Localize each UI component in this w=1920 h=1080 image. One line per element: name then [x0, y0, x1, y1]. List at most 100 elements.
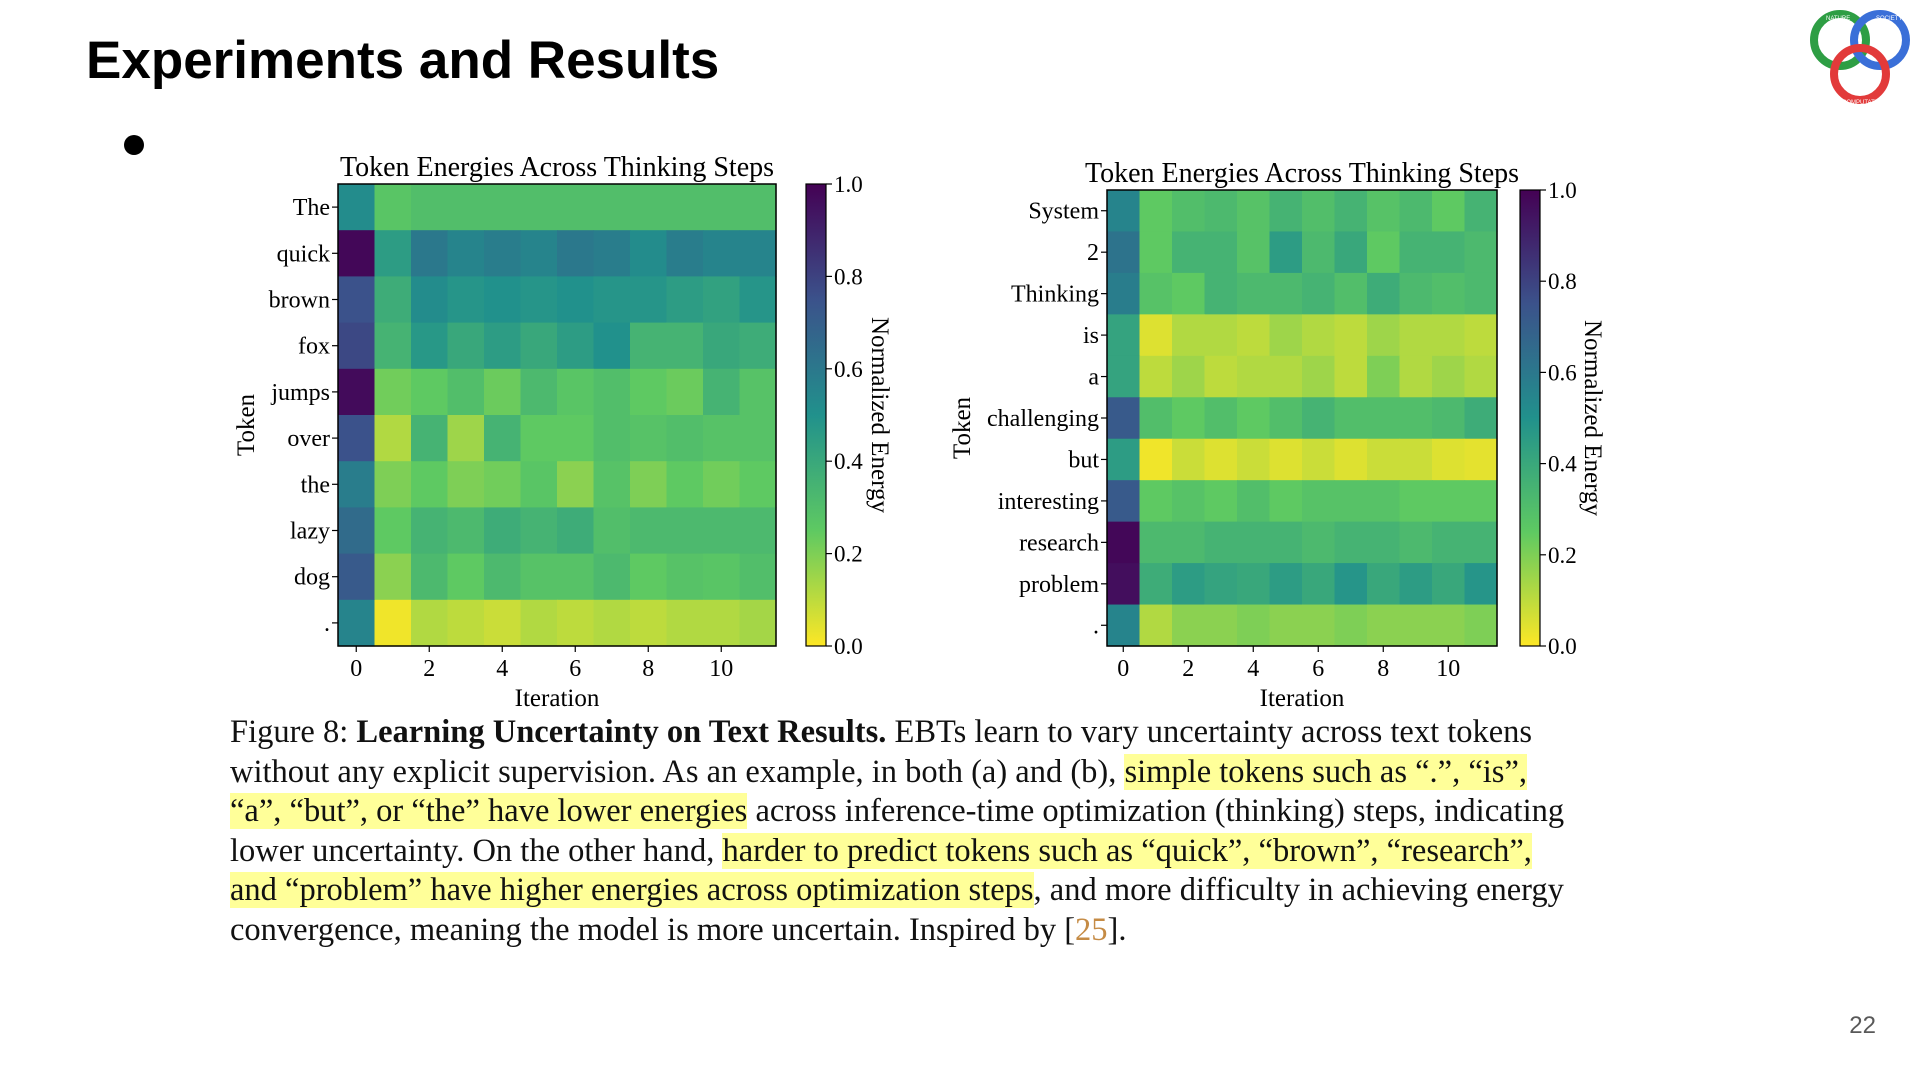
- heatmap-1-cell: [666, 276, 704, 324]
- heatmap-1-cell: [447, 415, 485, 462]
- heatmap-1-colorbar: [805, 183, 827, 647]
- heatmap-2-cell: [1399, 397, 1433, 440]
- heatmap-1-cell: [593, 322, 631, 370]
- heatmap-2-cell: [1334, 604, 1368, 647]
- heatmap-2-cell: [1302, 272, 1336, 315]
- heatmap-1-cell: [374, 230, 412, 277]
- heatmap-1-token-label: jumps: [270, 380, 330, 406]
- heatmap-1-cell: [557, 230, 595, 277]
- heatmap-1-cell: [484, 553, 522, 601]
- heatmap-1-cell: [666, 368, 704, 416]
- heatmap-1-cell: [557, 368, 595, 416]
- heatmap-2-cell: [1464, 190, 1498, 233]
- heatmap-1-cell: [447, 276, 485, 324]
- heatmap-2-cell: [1367, 355, 1401, 398]
- heatmap-1-token-label: over: [287, 426, 330, 452]
- heatmap-1-cell: [666, 461, 704, 508]
- heatmap-2-x-axis-label: Iteration: [1260, 685, 1345, 712]
- heatmap-2-cell: [1334, 190, 1368, 233]
- heatmap-2-cell: [1172, 314, 1206, 357]
- heatmap-2-cell: [1302, 355, 1336, 398]
- heatmap-2-cell: [1107, 355, 1141, 398]
- heatmap-2-cell: [1269, 190, 1303, 233]
- heatmap-2-cell: [1367, 231, 1401, 274]
- heatmap-2-cell: [1432, 314, 1466, 357]
- heatmap-2-cell: [1302, 604, 1336, 647]
- caption-reference-link[interactable]: 25: [1075, 911, 1108, 948]
- heatmap-2-cell: [1269, 355, 1303, 398]
- heatmap-1-cell: [666, 230, 704, 277]
- heatmap-2-cell: [1464, 563, 1498, 606]
- heatmap-2-cell: [1432, 604, 1466, 647]
- heatmap-1-cell: [666, 184, 704, 231]
- heatmap-1-cell: [703, 507, 741, 555]
- heatmap-2-cell: [1302, 480, 1336, 523]
- heatmap-2-y-axis-label: Token: [949, 396, 976, 459]
- heatmap-2-cell: [1432, 563, 1466, 606]
- heatmap-1-x-tick-label: 2: [423, 656, 435, 682]
- heatmap-1-cell: [520, 184, 558, 231]
- heatmap-2-cell: [1334, 314, 1368, 357]
- heatmap-1-cell: [520, 461, 558, 508]
- heatmap-2-cell: [1107, 480, 1141, 523]
- heatmap-1-cell: [630, 461, 668, 508]
- heatmap-2-cell: [1269, 480, 1303, 523]
- heatmap-1-cell: [739, 230, 777, 277]
- heatmap-1-cell: [338, 507, 376, 555]
- heatmap-1-cell: [557, 322, 595, 370]
- heatmap-2-cell: [1204, 604, 1238, 647]
- heatmap-2-cell: [1269, 231, 1303, 274]
- heatmap-1-cell: [593, 461, 631, 508]
- heatmap-2-token-label: a: [1088, 365, 1099, 391]
- heatmap-1-cell: [520, 276, 558, 324]
- heatmap-1-cell: [593, 553, 631, 601]
- heatmap-1-cell: [338, 276, 376, 324]
- heatmap-2-cell: [1172, 231, 1206, 274]
- heatmap-2-cell: [1334, 521, 1368, 564]
- heatmap-2-cell: [1172, 272, 1206, 315]
- heatmap-2-cell: [1302, 190, 1336, 233]
- heatmap-1-cell: [411, 322, 449, 370]
- heatmap-1-cell: [374, 276, 412, 324]
- heatmap-2-cell: [1464, 397, 1498, 440]
- heatmap-1-cell: [411, 461, 449, 508]
- heatmap-2-cell: [1139, 190, 1173, 233]
- heatmap-2-cell: [1237, 272, 1271, 315]
- heatmap-1-x-tick-label: 10: [709, 656, 733, 682]
- heatmap-1-cell: [630, 276, 668, 324]
- heatmap-2-cell: [1269, 272, 1303, 315]
- logo-green-ring: [1810, 10, 1870, 70]
- heatmap-2-cell: [1334, 480, 1368, 523]
- heatmap-1-cell: [703, 368, 741, 416]
- heatmap-2-cell: [1172, 355, 1206, 398]
- heatmap-2-title: Token Energies Across Thinking Steps: [1085, 158, 1519, 189]
- heatmap-2-token-label: 2: [1087, 240, 1099, 266]
- heatmap-1-cell: [739, 276, 777, 324]
- heatmap-1-cell: [374, 461, 412, 508]
- heatmap-2-cell: [1399, 521, 1433, 564]
- heatmap-2-cell: [1367, 397, 1401, 440]
- logo-text-computation: COMPUTATION: [1842, 100, 1885, 106]
- heatmap-2-token-label: is: [1083, 323, 1099, 349]
- heatmap-1-cell: [666, 553, 704, 601]
- heatmap-2-cell: [1204, 272, 1238, 315]
- heatmap-1-cell: [484, 184, 522, 231]
- heatmap-2-cell: [1237, 563, 1271, 606]
- heatmap-2-cell: [1107, 521, 1141, 564]
- caption-bold-title: Learning Uncertainty on Text Results.: [356, 714, 887, 750]
- heatmap-2-token-label: research: [1019, 530, 1099, 556]
- heatmap-1-cell: [630, 368, 668, 416]
- heatmap-1-cell: [338, 230, 376, 277]
- heatmap-1-cell: [593, 230, 631, 277]
- heatmap-1-cell: [338, 461, 376, 508]
- heatmap-1-cell: [739, 368, 777, 416]
- heatmap-1-cell: [666, 507, 704, 555]
- heatmap-2-cell: [1432, 190, 1466, 233]
- heatmap-1-x-tick-label: 4: [496, 656, 508, 682]
- heatmap-1-cell: [666, 322, 704, 370]
- heatmap-2-cell: [1172, 563, 1206, 606]
- heatmap-2-cell: [1399, 314, 1433, 357]
- heatmap-2-cell: [1204, 563, 1238, 606]
- heatmap-2-cell: [1432, 231, 1466, 274]
